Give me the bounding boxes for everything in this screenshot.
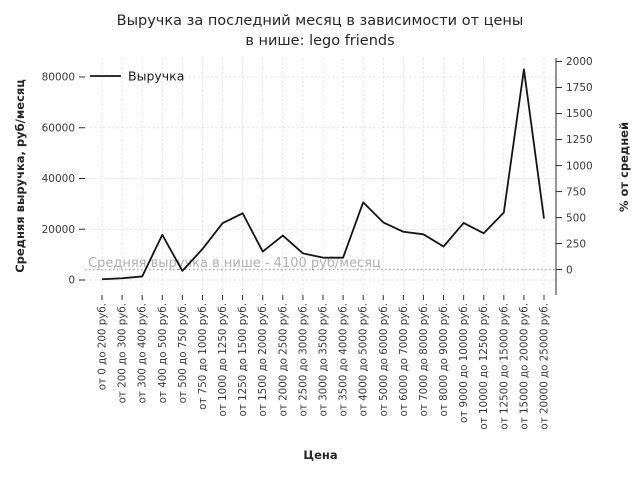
left-tick-label: 80000 — [42, 72, 75, 84]
x-tick-label: от 3500 до 4000 руб. — [338, 303, 350, 416]
x-tick-label: от 6000 до 7000 руб. — [398, 303, 410, 416]
right-tick-label: 500 — [566, 212, 586, 224]
x-tick-label: от 400 до 500 руб. — [157, 303, 169, 403]
x-axis-title: Цена — [303, 448, 337, 462]
x-tick-label: от 300 до 400 руб. — [137, 303, 149, 403]
left-tick-label: 40000 — [42, 173, 75, 185]
right-tick-label: 1000 — [566, 160, 593, 172]
x-tick-label: от 9000 до 10000 руб. — [458, 303, 470, 423]
chart-title-line2: в нише: lego friends — [245, 33, 395, 49]
x-tick-label: от 1250 до 1500 руб. — [237, 303, 249, 416]
left-tick-label: 20000 — [42, 224, 75, 236]
x-tick-label: от 10000 до 12500 руб. — [478, 303, 490, 430]
y-axis-title-left: Средняя выручка, руб/месяц — [13, 79, 27, 273]
x-tick-label: от 7000 до 8000 руб. — [418, 303, 430, 416]
x-tick-label: от 15000 до 20000 руб. — [518, 303, 530, 430]
right-tick-label: 2000 — [566, 56, 593, 68]
x-tick-label: от 1000 до 1250 руб. — [217, 303, 229, 416]
x-tick-label: от 3000 до 3500 руб. — [318, 303, 330, 416]
right-tick-label: 1250 — [566, 134, 593, 146]
chart-title-line1: Выручка за последний месяц в зависимости… — [116, 13, 524, 29]
right-tick-label: 750 — [566, 186, 586, 198]
x-tick-label: от 4000 до 5000 руб. — [358, 303, 370, 416]
legend-label: Выручка — [128, 69, 184, 84]
right-tick-label: 250 — [566, 238, 586, 250]
left-tick-label: 0 — [68, 275, 75, 287]
right-tick-label: 0 — [566, 264, 573, 276]
y-axis-title-right: % от средней — [617, 122, 631, 212]
x-tick-label: от 2000 до 2500 руб. — [277, 303, 289, 416]
x-tick-label: от 5000 до 6000 руб. — [378, 303, 390, 416]
chart-title: Выручка за последний месяц в зависимости… — [0, 11, 640, 51]
x-tick-label: от 750 до 1000 руб. — [197, 303, 209, 410]
average-revenue-annotation: Средняя выручка в нише - 4100 руб/месяц — [88, 256, 381, 271]
x-tick-label: от 12500 до 15000 руб. — [498, 303, 510, 430]
x-tick-label: от 0 до 200 руб. — [97, 303, 109, 390]
x-tick-label: от 8000 до 9000 руб. — [438, 303, 450, 416]
x-tick-label: от 500 до 750 руб. — [177, 303, 189, 403]
revenue-line-series — [101, 68, 545, 281]
x-tick-label: от 1500 до 2000 руб. — [257, 303, 269, 416]
left-tick-label: 60000 — [42, 122, 75, 134]
x-tick-label: от 20000 до 25000 руб. — [539, 303, 551, 430]
right-tick-label: 1750 — [566, 82, 593, 94]
x-tick-label: от 200 до 300 руб. — [117, 303, 129, 403]
right-tick-label: 1500 — [566, 108, 593, 120]
x-tick-label: от 2500 до 3000 руб. — [297, 303, 309, 416]
